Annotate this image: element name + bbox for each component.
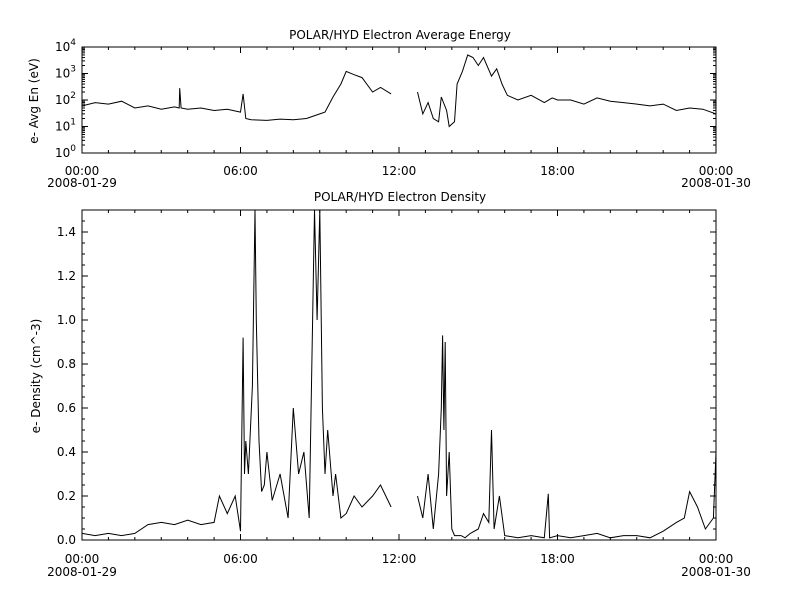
energy-series-line-segment-1 [82,70,392,121]
energy-x-tick-label: 06:00 [223,164,258,178]
density-x-tick-label: 12:00 [382,552,417,566]
density-plot-frame [81,209,717,541]
density-series-line-segment-2 [417,335,716,539]
density-y-tick-label: 0.8 [57,357,76,371]
energy-x-tick-label: 00:00 [699,164,734,178]
density-y-axis-label: e- Density (cm^-3) [29,319,43,434]
energy-y-tick-label: 100 [55,144,76,160]
energy-y-tick-label: 104 [55,38,76,54]
density-y-tick-label: 1.4 [57,225,76,239]
density-y-tick-label: 0.6 [57,401,76,415]
energy-x-tick-label: 18:00 [540,164,575,178]
energy-end-date-label: 2008-01-30 [681,176,751,190]
energy-y-axis-label: e- Avg En (eV) [27,58,41,144]
energy-series-line-segment-2 [417,54,716,128]
density-x-tick-label: 00:00 [65,552,100,566]
energy-chart-title: POLAR/HYD Electron Average Energy [289,28,511,42]
density-series-line-segment-1 [82,210,392,537]
density-y-tick-label: 0.2 [57,489,76,503]
density-y-tick-label: 1.0 [57,313,76,327]
density-chart-title: POLAR/HYD Electron Density [314,190,486,204]
density-x-tick-label: 18:00 [540,552,575,566]
energy-x-tick-label: 00:00 [65,164,100,178]
energy-start-date-label: 2008-01-29 [47,176,117,190]
density-end-date-label: 2008-01-30 [681,565,751,579]
energy-y-tick-label: 102 [55,91,76,107]
density-panel: POLAR/HYD Electron Density e- Density (c… [29,190,751,579]
energy-panel: POLAR/HYD Electron Average Energy e- Avg… [27,28,751,190]
density-start-date-label: 2008-01-29 [47,565,117,579]
density-y-tick-label: 0.4 [57,445,76,459]
energy-y-tick-label: 101 [55,118,76,134]
energy-x-tick-label: 12:00 [382,164,417,178]
energy-plot-frame [81,46,717,154]
density-y-tick-label: 0.0 [57,533,76,547]
density-x-tick-label: 00:00 [699,552,734,566]
density-y-tick-label: 1.2 [57,269,76,283]
density-x-tick-label: 06:00 [223,552,258,566]
energy-y-tick-label: 103 [55,65,76,81]
